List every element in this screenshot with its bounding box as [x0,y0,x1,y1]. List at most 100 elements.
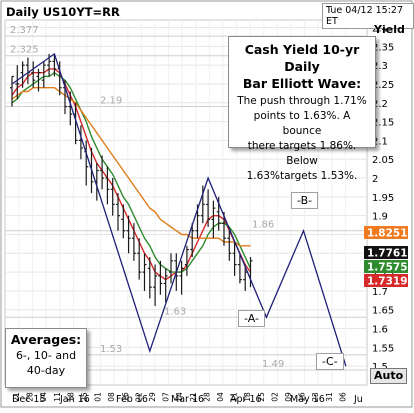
callout-title-line2: Bar Elliott Wave: [242,76,362,91]
price-tag-bg [364,274,408,287]
price-tags: 1.8251 1.7761 1.7575 1.7319 [364,226,408,288]
ohlc-bar [179,260,184,295]
x-month-label: Feb 16 [116,394,148,405]
x-day-tick-label: 11 [230,392,239,402]
ohlc-bar [78,125,83,160]
y-tick-label: 1.75 [372,268,394,279]
price-tag-label: 1.7761 [367,248,408,260]
ohlc-bar [147,257,152,299]
y-tick-label: 2.1 [372,136,388,147]
callout-title-line1: Cash Yield 10-yr Daily [244,42,360,74]
level-label: 1.49 [262,359,284,370]
x-day-tick-label: 29 [148,392,157,402]
x-day-tick-label: 11 [53,392,62,402]
x-day-tick-label: 06 [338,392,347,402]
ohlc-bar [41,61,46,88]
wave-label-c: -C- [316,353,344,370]
x-day-tick-label: 22 [134,392,143,402]
series-line [11,86,251,247]
ohlc-bar [211,200,216,239]
x-month-label: Jan 16 [59,394,90,405]
ohlc-bar [20,61,25,88]
x-day-tick-label: 01 [94,392,103,402]
callout-text-line3: there targets 1.86%. Below [247,140,357,167]
x-day-tick-label: 09 [284,392,293,402]
level-label: 1.86 [252,220,274,231]
x-day-tick-label: 28 [26,392,35,402]
callout-text-line1: The push through 1.71% [237,95,367,107]
x-month-label: May 16 [290,394,325,405]
y-tick-label: 2.2 [372,99,388,110]
ohlc-bar [116,193,120,231]
x-day-tick-label: 18 [243,392,252,402]
wave-line [11,52,347,367]
auto-scale-button[interactable]: Auto [370,368,408,384]
price-tag: 1.7319 [364,274,408,288]
level-label: 2.19 [100,96,122,107]
x-day-tick-label: 07 [162,392,171,402]
timestamp: Tue 04/12 15:27 ET [322,3,414,29]
callout-text: The push through 1.71% points to 1.63%. … [229,94,375,184]
x-day-tick-label: 04 [216,392,225,402]
x-day-tick-label: 25 [257,392,266,402]
level-label: 2.377 [10,25,39,36]
x-day-tick-label: 14 [175,392,184,402]
ohlc-bar [126,215,131,254]
averages-line1: 6-, 10- and [15,349,77,362]
level-label: 2.325 [10,45,39,56]
x-day-tick-label: 28 [202,392,211,402]
level-label: 1.63 [164,306,186,317]
series-line [11,68,252,281]
price-tag-label: 1.8251 [367,228,408,240]
callout-text-line2: points to 1.63%. A bounce [253,110,351,137]
price-tag: 1.8251 [364,226,408,240]
y-tick-label: 1.95 [372,193,394,204]
callout-title: Cash Yield 10-yr Daily Bar Elliott Wave: [229,41,375,92]
ohlc-bar [232,242,237,276]
price-tag-bg [364,246,408,259]
series-line [11,71,252,273]
price-tag: 1.7761 [364,246,408,260]
y-tick-label: 2.3 [372,61,388,72]
ohlc-bar [137,238,142,280]
price-tag-bg [364,260,408,273]
ohlc-bar [31,61,36,88]
averages-legend: Averages: 6-, 10- and 40-day [5,328,87,388]
x-axis: 21 28 04 11 18 25 01 08 16 22 29 07 14 21 28 04 11 18 25 02… [12,392,363,405]
y-tick-label: 1.9 [372,212,388,223]
chart-title: Daily US10YT=RR [6,5,120,19]
y-tick-label: 1.7 [372,287,388,298]
x-month-label: Dec 15 [12,394,46,405]
level-label: 1.53 [100,344,122,355]
ohlc-bar [68,91,73,126]
y-tick-label: 2.15 [372,118,394,129]
wave-label-a: -A- [238,310,265,327]
x-month-label: Apr 16 [230,394,262,405]
ohlc-bar [110,178,115,216]
ohlc-bar [52,53,57,77]
ohlc-bar [105,166,110,205]
price-tag-bg [364,226,408,239]
ohlc-bar [158,260,163,295]
ohlc-bar [36,68,41,92]
price-tag-label: 1.7319 [367,276,408,288]
y-tick-label: 2.4 [372,24,388,35]
wave-label-b: -B- [291,192,319,209]
x-month-label: Mar 16 [171,394,204,405]
x-day-tick-label: 02 [270,392,279,402]
averages-line2: 40-day [26,364,66,377]
y-axis: 2.42.352.32.252.22.152.12.0521.951.91.85… [372,24,394,374]
x-day-tick-label: 25 [80,392,89,402]
y-tick-label: 2 [372,174,378,185]
y-tick-label: 2.25 [372,80,394,91]
elliott-wave-path [11,52,347,367]
price-tag-label: 1.7575 [367,262,408,274]
ohlc-bar [190,223,195,258]
x-month-label: Ju [353,394,363,405]
y-tick-label: 2.35 [372,42,394,53]
y-tick-label: 2.05 [372,155,394,166]
y-tick-label: 1.65 [372,306,394,317]
ohlc-bar [121,204,126,239]
ohlc-bar [169,253,173,284]
moving-averages [11,68,252,281]
